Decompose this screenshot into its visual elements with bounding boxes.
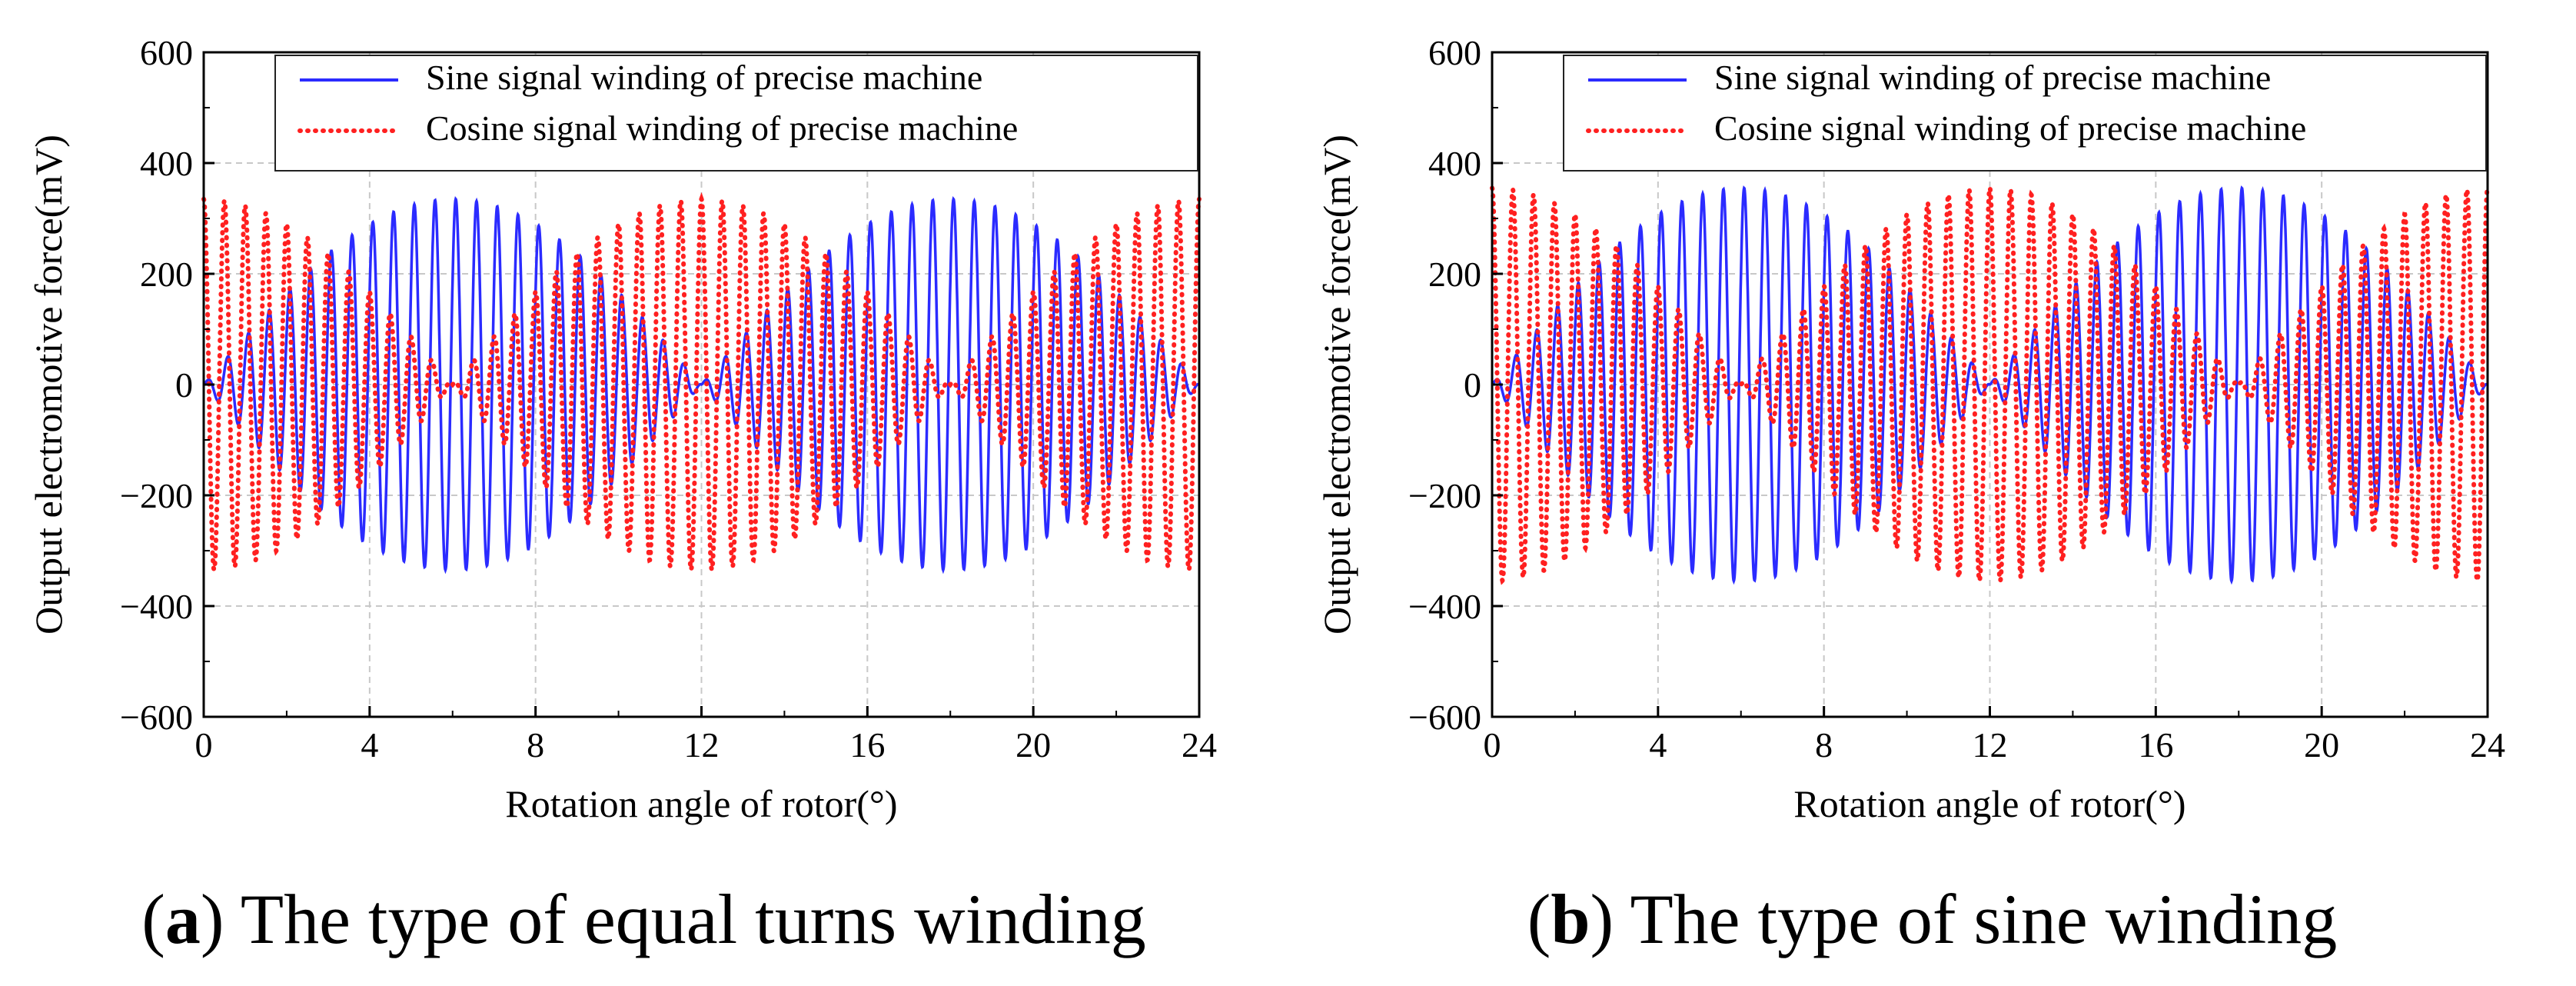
y-tick-label: 0 xyxy=(1464,365,1481,405)
y-tick-label: −400 xyxy=(1408,587,1481,626)
x-tick-label: 4 xyxy=(361,725,378,764)
legend-label-cosine: Cosine signal winding of precise machine xyxy=(426,108,1018,148)
caption-a: (a) The type of equal turns winding xyxy=(141,880,1146,958)
y-tick-label: −200 xyxy=(1408,476,1481,515)
y-tick-label: −600 xyxy=(120,698,193,737)
y-tick-label: 200 xyxy=(1428,255,1481,294)
x-tick-label: 16 xyxy=(2138,725,2173,764)
y-tick-label: 600 xyxy=(1428,33,1481,72)
y-tick-label: −400 xyxy=(120,587,193,626)
y-tick-label: −200 xyxy=(120,476,193,515)
caption-b: (b) The type of sine winding xyxy=(1527,880,2338,958)
x-tick-label: 24 xyxy=(2470,725,2505,764)
legend-label-cosine: Cosine signal winding of precise machine xyxy=(1714,108,2306,148)
x-tick-label: 4 xyxy=(1649,725,1667,764)
legend-box xyxy=(274,55,1198,172)
y-tick-label: 400 xyxy=(1428,144,1481,183)
series-line-cosine-a xyxy=(201,192,1202,575)
legend-box xyxy=(1563,55,2487,172)
y-tick-label: 0 xyxy=(175,365,193,405)
chart-b: 0 4 8 12 16 20 24 −600 −400 −200 0 200 400 600 Rotatio… xyxy=(1315,33,2505,825)
x-tick-label: 0 xyxy=(1484,725,1501,764)
x-tick-label: 12 xyxy=(684,725,720,764)
y-tick-label: 600 xyxy=(140,33,193,72)
x-tick-label: 12 xyxy=(1973,725,2008,764)
chart-a: 0 4 8 12 16 20 24 −600 −400 −200 0 200 400 600 Rotatio… xyxy=(27,33,1217,825)
x-tick-label: 0 xyxy=(195,725,213,764)
caption-a-letter: a xyxy=(165,880,201,958)
chart-panel-b: 0 4 8 12 16 20 24 −600 −400 −200 0 200 400 600 Rotatio… xyxy=(1288,0,2576,986)
caption-a-text: The type of equal turns winding xyxy=(240,880,1146,958)
x-axis-title: Rotation angle of rotor(°) xyxy=(1793,782,2185,825)
caption-b-text: The type of sine winding xyxy=(1630,880,2338,958)
chart-panel-a: 0 4 8 12 16 20 24 −600 −400 −200 0 200 400 600 Rotatio… xyxy=(27,33,1217,958)
series-line-cosine-b xyxy=(1490,181,2490,585)
x-tick-label: 8 xyxy=(527,725,544,764)
y-tick-label: 400 xyxy=(140,144,193,183)
x-tick-label: 20 xyxy=(1015,725,1051,764)
legend-label-sine: Sine signal winding of precise machine xyxy=(426,58,982,97)
x-tick-label: 20 xyxy=(2304,725,2339,764)
y-tick-label: −600 xyxy=(1408,698,1481,737)
y-axis-title: Output electromotive force(mV) xyxy=(27,135,70,635)
x-axis-title: Rotation angle of rotor(°) xyxy=(505,782,897,825)
y-tick-label: 200 xyxy=(140,255,193,294)
x-tick-label: 16 xyxy=(849,725,885,764)
x-tick-label: 24 xyxy=(1182,725,1217,764)
x-tick-label: 8 xyxy=(1815,725,1833,764)
y-axis-title: Output electromotive force(mV) xyxy=(1315,135,1358,635)
caption-b-letter: b xyxy=(1551,880,1590,958)
legend-label-sine: Sine signal winding of precise machine xyxy=(1714,58,2271,97)
